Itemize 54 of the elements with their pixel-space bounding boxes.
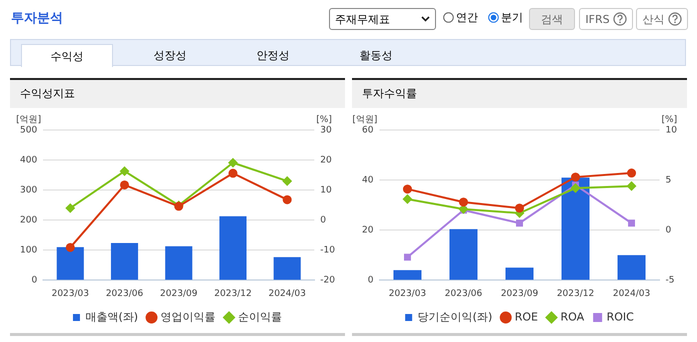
y2-tick-label: 5: [666, 175, 672, 186]
x-tick-label: 2023/12: [556, 288, 594, 299]
x-tick-label: 2024/03: [268, 288, 306, 299]
text: 수익성: [21, 44, 113, 67]
y2-tick-label: 10: [320, 185, 332, 196]
x-tick-label: 2023/03: [388, 288, 426, 299]
y-tick-label: 400: [20, 155, 38, 166]
y2-tick-label: 0: [666, 225, 672, 236]
x-tick-label: 2023/09: [500, 288, 538, 299]
text: 활동성: [358, 48, 394, 64]
y-tick-label: 0: [31, 276, 38, 286]
legend-label: 매출액(좌): [85, 310, 138, 324]
chart-title: 수익성지표: [10, 80, 345, 108]
text: 분기: [501, 10, 523, 25]
text: IFRS: [585, 12, 610, 26]
y-tick-label: 40: [362, 175, 374, 186]
y2-tick-label: 30: [320, 125, 332, 136]
legend-label: 순이익률: [238, 310, 282, 324]
legend-label: 영업이익률: [160, 310, 216, 324]
y2-tick-label: 20: [320, 155, 332, 166]
y2-tick-label: 10: [666, 125, 678, 136]
x-tick-label: 2024/03: [612, 288, 650, 299]
y-tick-label: 60: [362, 125, 374, 136]
text: 검색: [529, 8, 575, 30]
text: 연간: [456, 10, 478, 25]
y-axis-title: [억원]: [352, 114, 378, 125]
text: 주재무제표: [335, 12, 390, 26]
y-tick-label: 300: [20, 185, 38, 196]
y-tick-label: 500: [20, 125, 38, 136]
y-tick-label: 0: [368, 276, 374, 286]
y2-axis-title: [%]: [316, 114, 332, 125]
y-tick-label: 100: [20, 246, 38, 256]
y2-tick-label: -20: [320, 276, 336, 286]
text: 투자분석: [11, 10, 63, 27]
y-tick-label: 200: [20, 215, 38, 226]
y2-tick-label: -5: [666, 276, 675, 286]
y2-axis-title: [%]: [662, 114, 678, 125]
x-tick-label: 2023/06: [106, 288, 144, 299]
text: 성장성: [152, 48, 188, 64]
chart-title: 투자수익률: [352, 80, 687, 108]
legend-label: ROE: [514, 310, 538, 324]
legend-label: ROA: [560, 310, 585, 324]
y-tick-label: 20: [362, 225, 374, 236]
x-tick-label: 2023/09: [160, 288, 198, 299]
x-tick-label: 2023/06: [444, 288, 482, 299]
legend-label: 당기순이익(좌): [418, 310, 492, 324]
x-tick-label: 2023/03: [52, 288, 89, 299]
y-axis-title: [억원]: [16, 114, 42, 125]
x-tick-label: 2023/12: [214, 288, 252, 299]
y2-tick-label: -10: [320, 246, 336, 256]
y2-tick-label: 0: [320, 215, 326, 226]
legend-label: ROIC: [606, 310, 634, 324]
text: 산식: [642, 12, 664, 26]
text: 안정성: [256, 48, 290, 64]
